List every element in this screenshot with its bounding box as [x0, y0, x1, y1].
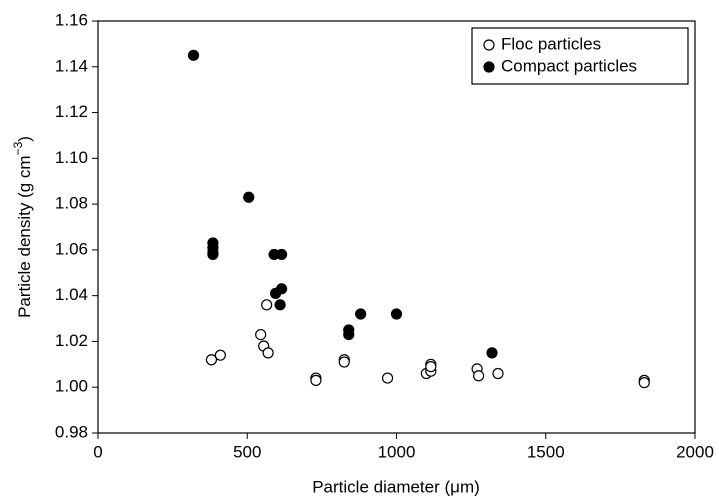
data-point [472, 370, 485, 382]
x-tick-label: 500 [233, 442, 261, 461]
data-point [638, 377, 650, 389]
data-point [255, 328, 267, 341]
y-tick-label: 1.16 [55, 10, 88, 29]
data-point [355, 308, 367, 320]
x-tick-label: 1000 [378, 442, 416, 461]
data-point [243, 191, 255, 203]
y-tick-label: 1.00 [55, 377, 88, 396]
x-tick-label: 0 [93, 442, 102, 461]
data-point [492, 367, 504, 380]
legend-marker [483, 61, 495, 73]
data-point [338, 356, 350, 368]
y-tick-label: 1.14 [55, 56, 88, 75]
y-tick-label: 1.08 [55, 194, 88, 213]
y-tick-label: 1.06 [55, 239, 88, 258]
data-point [261, 299, 273, 311]
data-point [187, 49, 200, 61]
data-point [207, 248, 219, 261]
data-point [214, 349, 226, 361]
data-point [486, 347, 498, 359]
data-point [262, 347, 274, 359]
legend-label: Floc particles [501, 34, 601, 53]
legend-marker [483, 39, 495, 51]
x-tick-label: 2000 [676, 442, 714, 461]
data-point [343, 328, 355, 341]
y-tick-label: 1.04 [55, 285, 88, 304]
x-axis-label: Particle diameter (μm) [312, 477, 480, 496]
y-tick-label: 1.10 [55, 148, 88, 167]
data-point [275, 248, 288, 261]
y-tick-label: 1.12 [55, 102, 88, 121]
data-point [390, 308, 403, 320]
y-tick-label: 0.98 [55, 422, 88, 441]
y-label-sup: −3 [11, 141, 25, 155]
data-point [425, 361, 437, 373]
y-tick-label: 1.02 [55, 331, 88, 350]
data-point [274, 299, 286, 311]
data-point [310, 374, 322, 386]
y-axis-label: Particle density (g cm−3) [11, 136, 34, 318]
y-label-main: Particle density (g cm [15, 155, 34, 318]
y-label-end: ) [15, 136, 34, 142]
data-point [205, 354, 218, 366]
data-point [381, 372, 394, 384]
x-tick-label: 1500 [527, 442, 565, 461]
legend-label: Compact particles [501, 56, 637, 75]
data-point [275, 283, 288, 295]
legend-box [471, 27, 689, 85]
plot-frame [97, 20, 696, 434]
